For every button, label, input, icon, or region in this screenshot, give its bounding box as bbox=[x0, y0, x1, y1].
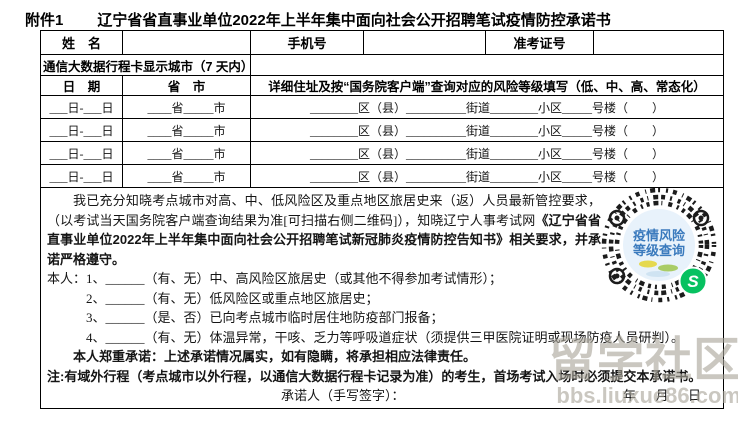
declaration-row: 疫情风险 等级查询 S 我已充分知晓考点城市对高、中、低风险区及重点地区旅居史来… bbox=[40, 187, 724, 409]
declaration-item-2: 2、______（有、无）低风险区或重点地区旅居史； bbox=[86, 289, 717, 309]
address-blank: ________区（县）__________街道________小区_____号… bbox=[250, 95, 724, 119]
admission-ticket-value-cell bbox=[593, 30, 724, 55]
commitment-form-table: 姓 名 手机号 准考证号 通信大数据行程卡显示城市（7 天内） 日 期 省 市 … bbox=[40, 30, 724, 409]
schedule-row-4: ___日-___日 ____省_____市 ________区（县）______… bbox=[40, 164, 724, 188]
item-blank: ______ bbox=[105, 290, 145, 306]
date-blank: ___日-___日 bbox=[40, 141, 123, 165]
item-number: 3、 bbox=[86, 310, 106, 325]
item-blank: ______ bbox=[105, 271, 145, 286]
qr-eye-icons bbox=[608, 209, 710, 285]
attachment-label: 附件1 bbox=[25, 12, 64, 29]
date-blank: ___日-___日 bbox=[40, 95, 123, 119]
name-label: 姓 名 bbox=[40, 30, 123, 55]
schedule-header-row: 日 期 省 市 详细住址及按“国务院客户端”查询对应的风险等级填写（低、中、高、… bbox=[40, 75, 724, 96]
item-text: （有、无）体温异常，干咳、乏力等呼吸道症状（须提供三甲医院证明或现场防疫人员研判… bbox=[144, 329, 685, 345]
declaration-item-1: 本人：1、______（有、无）中、高风险区旅居史（或其他不得参加考试情形）； bbox=[47, 269, 717, 289]
province-blank: ____省_____市 bbox=[122, 141, 251, 165]
pledge-statement: 本人郑重承诺：上述承诺情况属实，如有隐瞒，将承担相应法律责任。 bbox=[73, 349, 477, 364]
date-blank: ___日-___日 bbox=[40, 164, 123, 188]
address-column-label: 详细住址及按“国务院客户端”查询对应的风险等级填写（低、中、高、常态化） bbox=[250, 75, 724, 96]
phone-value-cell bbox=[363, 30, 486, 55]
phone-label: 手机号 bbox=[250, 30, 364, 55]
item-text: （有、无）低风险区或重点地区旅居史； bbox=[144, 290, 379, 306]
date-blank: ___日-___日 bbox=[40, 118, 123, 142]
trip-card-row: 通信大数据行程卡显示城市（7 天内） bbox=[40, 54, 724, 76]
declaration-paragraph: 我已充分知晓考点城市对高、中、低风险区及重点地区旅居史来（返）人员最新管控要求，… bbox=[47, 191, 717, 269]
wechat-miniprogram-qr-icon: 疫情风险 等级查询 S bbox=[601, 188, 717, 303]
qr-center-text-line2: 等级查询 bbox=[632, 243, 685, 258]
risk-level-qr-code: 疫情风险 等级查询 S bbox=[600, 188, 720, 308]
address-blank: ________区（县）__________街道________小区_____号… bbox=[250, 118, 724, 142]
identity-row: 姓 名 手机号 准考证号 bbox=[40, 30, 724, 55]
declaration-item-3: 3、______（是、否）已向考点城市临时居住地防疫部门报备； bbox=[86, 308, 717, 328]
note-line: 注:有域外行程（考点城市以外行程，以通信大数据行程卡记录为准）的考生，首场考试入… bbox=[47, 368, 702, 384]
schedule-row-1: ___日-___日 ____省_____市 ________区（县）______… bbox=[40, 95, 724, 119]
address-blank: ________区（县）__________街道________小区_____号… bbox=[250, 164, 724, 188]
province-blank: ____省_____市 bbox=[122, 118, 251, 142]
badge-glyph: S bbox=[687, 272, 699, 291]
signature-date-blanks: 年 月 日 bbox=[622, 388, 701, 403]
name-value-cell bbox=[122, 30, 251, 55]
trip-card-label: 通信大数据行程卡显示城市（7 天内） bbox=[40, 54, 251, 76]
item-text: （有、无）中、高风险区旅居史（或其他不得参加考试情形）； bbox=[144, 271, 503, 286]
declaration-item-4: 4、______（有、无）体温异常，干咳、乏力等呼吸道症状（须提供三甲医院证明或… bbox=[86, 328, 717, 348]
item-number: 2、 bbox=[86, 290, 106, 306]
signature-label: 承诺人（手写签字）： bbox=[281, 388, 405, 403]
declaration-text-normal: 我已充分知晓考点城市对高、中、低风险区及重点地区旅居史来（返）人员最新管控要求，… bbox=[47, 193, 601, 228]
page-title-underlined: 辽宁省省直事业单位2022年上半年集中面向社会公开招聘笔试 bbox=[97, 12, 506, 31]
item-number: 1、 bbox=[86, 271, 106, 286]
date-column-label: 日 期 bbox=[40, 75, 123, 96]
address-blank: ________区（县）__________街道________小区_____号… bbox=[250, 141, 724, 165]
item-blank: ______ bbox=[105, 310, 145, 325]
schedule-row-3: ___日-___日 ____省_____市 ________区（县）______… bbox=[40, 141, 724, 165]
province-column-label: 省 市 bbox=[122, 75, 251, 96]
schedule-row-2: ___日-___日 ____省_____市 ________区（县）______… bbox=[40, 118, 724, 142]
province-blank: ____省_____市 bbox=[122, 95, 251, 119]
page-title-rest: 疫情防控承诺书 bbox=[505, 12, 611, 29]
province-blank: ____省_____市 bbox=[122, 164, 251, 188]
declaration-cell: 疫情风险 等级查询 S 我已充分知晓考点城市对高、中、低风险区及重点地区旅居史来… bbox=[40, 187, 724, 409]
signature-row: 承诺人（手写签字）： 年 月 日 bbox=[47, 386, 717, 406]
item-text: （是、否）已向考点城市临时居住地防疫部门报备； bbox=[144, 310, 444, 325]
admission-ticket-label: 准考证号 bbox=[485, 30, 594, 55]
item-blank: ______ bbox=[105, 329, 145, 345]
document-title: 附件1 辽宁省省直事业单位2022年上半年集中面向社会公开招聘笔试疫情防控承诺书 bbox=[25, 9, 611, 31]
items-lead: 本人： bbox=[47, 271, 87, 286]
qr-center-text-line1: 疫情风险 bbox=[633, 228, 686, 243]
declaration-text-bold: 《辽宁省省直事业单位2022年上半年集中面向社会公开招聘笔试新冠肺炎疫情防控告知… bbox=[47, 212, 601, 267]
trip-card-value-cell bbox=[250, 54, 724, 76]
item-number: 4、 bbox=[86, 329, 106, 345]
miniprogram-badge-icon: S bbox=[678, 266, 708, 296]
